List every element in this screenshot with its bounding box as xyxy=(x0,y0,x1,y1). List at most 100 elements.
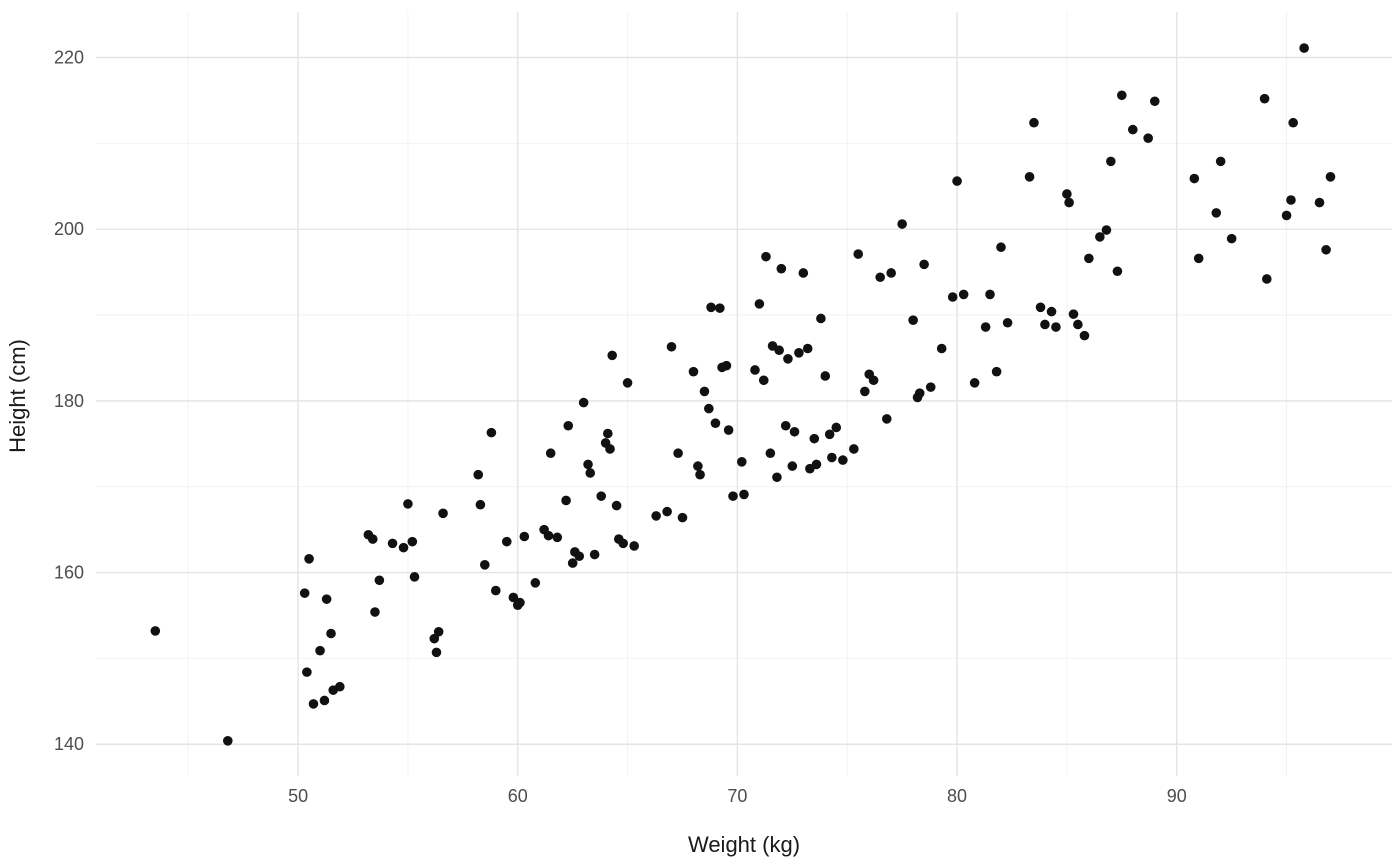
data-point xyxy=(490,585,501,596)
data-point xyxy=(1101,225,1112,235)
data-point xyxy=(603,428,613,439)
data-point xyxy=(774,345,784,356)
data-point xyxy=(728,491,738,501)
y-tick-label: 220 xyxy=(54,47,84,67)
data-point xyxy=(409,572,420,582)
data-point xyxy=(721,360,732,371)
data-point xyxy=(1068,309,1079,319)
data-point xyxy=(1314,197,1325,208)
data-point xyxy=(666,341,677,352)
data-point xyxy=(809,433,820,444)
data-point xyxy=(1193,253,1204,264)
data-point xyxy=(1299,43,1309,53)
data-point xyxy=(794,347,804,358)
data-point xyxy=(1261,274,1272,284)
data-point xyxy=(824,429,835,440)
data-point xyxy=(480,560,490,570)
x-tick-label: 50 xyxy=(288,786,308,806)
data-point xyxy=(1029,117,1039,128)
data-point xyxy=(758,375,769,386)
data-point xyxy=(1024,172,1035,182)
data-point xyxy=(563,420,574,431)
data-point xyxy=(567,558,578,568)
data-point xyxy=(545,448,556,459)
data-point xyxy=(150,626,161,636)
data-point xyxy=(662,506,672,517)
data-point xyxy=(1325,172,1336,182)
data-point xyxy=(1149,96,1160,107)
data-point xyxy=(925,382,936,392)
data-point xyxy=(699,386,710,397)
data-point xyxy=(319,695,330,706)
data-point xyxy=(811,459,822,470)
data-point xyxy=(1259,93,1270,104)
data-point xyxy=(618,538,628,549)
data-point xyxy=(820,371,831,381)
data-point xyxy=(1051,322,1061,332)
data-point xyxy=(914,388,925,398)
data-point xyxy=(1215,156,1226,167)
data-point xyxy=(403,499,413,509)
data-point xyxy=(335,681,345,692)
data-point xyxy=(875,272,885,283)
data-point xyxy=(508,592,519,603)
data-point xyxy=(304,554,314,564)
data-point xyxy=(370,607,380,617)
data-point xyxy=(695,469,705,480)
data-point xyxy=(952,176,962,186)
data-point xyxy=(849,444,859,454)
data-point xyxy=(302,667,312,677)
data-point xyxy=(761,251,771,262)
data-point xyxy=(530,578,541,588)
data-point xyxy=(936,343,947,354)
data-point xyxy=(398,542,409,553)
data-point xyxy=(827,452,837,463)
data-point xyxy=(996,242,1006,253)
data-point xyxy=(860,386,870,397)
data-point xyxy=(1112,266,1123,277)
data-point xyxy=(816,313,826,324)
data-point xyxy=(673,448,683,459)
data-point xyxy=(750,365,760,375)
x-tick-label: 70 xyxy=(727,786,747,806)
data-point xyxy=(596,491,607,501)
data-point xyxy=(622,378,633,388)
data-point xyxy=(583,459,593,470)
data-point xyxy=(1211,208,1222,218)
data-point xyxy=(578,397,589,408)
data-point xyxy=(881,414,892,424)
data-point xyxy=(739,489,749,500)
data-point xyxy=(574,551,585,562)
data-point xyxy=(473,469,484,480)
y-axis-title: Height (cm) xyxy=(5,339,30,453)
x-tick-label: 60 xyxy=(508,786,528,806)
data-point xyxy=(919,259,929,270)
data-point xyxy=(908,315,918,325)
data-point xyxy=(1106,156,1116,167)
data-point xyxy=(838,455,848,465)
data-point xyxy=(1286,195,1296,205)
data-point xyxy=(980,322,991,332)
data-point xyxy=(438,508,448,519)
data-point xyxy=(611,500,622,511)
data-point xyxy=(715,303,725,313)
data-point xyxy=(1064,197,1074,208)
data-point xyxy=(651,511,661,521)
data-point xyxy=(1046,306,1057,317)
data-point xyxy=(868,375,879,386)
data-point xyxy=(1062,189,1072,199)
data-point xyxy=(429,633,440,644)
data-point xyxy=(299,588,310,598)
data-point xyxy=(853,249,864,259)
x-tick-label: 90 xyxy=(1167,786,1187,806)
data-point xyxy=(552,532,563,543)
data-point xyxy=(1189,173,1200,184)
data-point xyxy=(1281,210,1292,221)
data-point xyxy=(688,366,699,377)
data-point xyxy=(433,626,444,637)
x-tick-label: 80 xyxy=(947,786,967,806)
data-point xyxy=(991,366,1002,377)
data-point xyxy=(693,461,703,471)
